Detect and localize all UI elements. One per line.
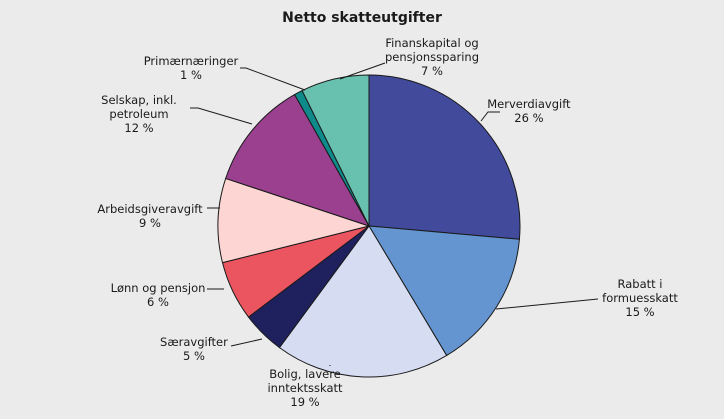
slice-label-0: Merverdiavgift 26 %: [487, 97, 571, 125]
slice-value-label: 15 %: [625, 305, 654, 319]
chart-title: Netto skatteutgifter: [282, 10, 442, 26]
slice-name-line: petroleum: [109, 107, 168, 121]
pie-slice-5: [217, 177, 371, 264]
slice-name-line: Bolig, lavere: [269, 367, 341, 381]
slice-name-line: formuesskatt: [602, 291, 678, 305]
slice-name-line: Arbeidsgiveravgift: [97, 202, 203, 216]
slice-value-label: 26 %: [514, 111, 543, 125]
slice-value-label: 5 %: [183, 349, 205, 363]
slice-name-line: inntektsskatt: [267, 381, 343, 395]
slice-name-line: Merverdiavgift: [487, 97, 571, 111]
slice-value-label: 12 %: [124, 121, 153, 135]
slice-name-line: Primærnæringer: [144, 54, 239, 68]
slice-label-2: Bolig, lavere inntektsskatt 19 %: [267, 367, 343, 409]
slice-value-label: 6 %: [147, 295, 169, 309]
slice-name-line: Rabatt i: [617, 277, 662, 291]
labels-layer: Merverdiavgift 26 % Rabatt i formuesskatt 15…: [97, 36, 678, 409]
leader-line-1: [495, 298, 599, 310]
leader-line-0: [480, 111, 500, 122]
slice-value-label: 9 %: [139, 216, 161, 230]
slice-value-label: 1 %: [180, 68, 202, 82]
slice-name-line: Lønn og pensjon: [111, 281, 206, 295]
slice-label-4: Lønn og pensjon 6 %: [111, 281, 206, 309]
leader-line-7: [240, 67, 306, 91]
leader-line-3: [230, 338, 263, 347]
leaders-layer: [190, 62, 599, 366]
slice-name-line: Selskap, inkl.: [101, 93, 177, 107]
slice-label-8: Finanskapital og pensjonssparing 7 %: [385, 36, 479, 78]
slice-label-6: Selskap, inkl. petroleum 12 %: [101, 93, 177, 135]
pie-slice-0: [368, 74, 521, 240]
slices-layer: [217, 74, 521, 378]
slice-label-1: Rabatt i formuesskatt 15 %: [602, 277, 678, 319]
slice-value-label: 7 %: [421, 64, 443, 78]
pie-slice-8: [301, 74, 370, 227]
slice-label-5: Arbeidsgiveravgift 9 %: [97, 202, 203, 230]
leader-line-8: [339, 62, 386, 80]
slice-label-7: Primærnæringer 1 %: [144, 54, 239, 82]
slice-name-line: Finanskapital og: [385, 36, 478, 50]
leader-line-6: [190, 107, 253, 125]
slice-name-line: pensjonssparing: [385, 50, 479, 64]
pie-slice-1: [368, 225, 520, 357]
pie-slice-6: [225, 93, 371, 227]
slice-label-3: Særavgifter 5 %: [160, 335, 228, 363]
pie-slice-2: [278, 225, 448, 378]
slice-name-line: Særavgifter: [160, 335, 228, 349]
slice-value-label: 19 %: [290, 395, 319, 409]
